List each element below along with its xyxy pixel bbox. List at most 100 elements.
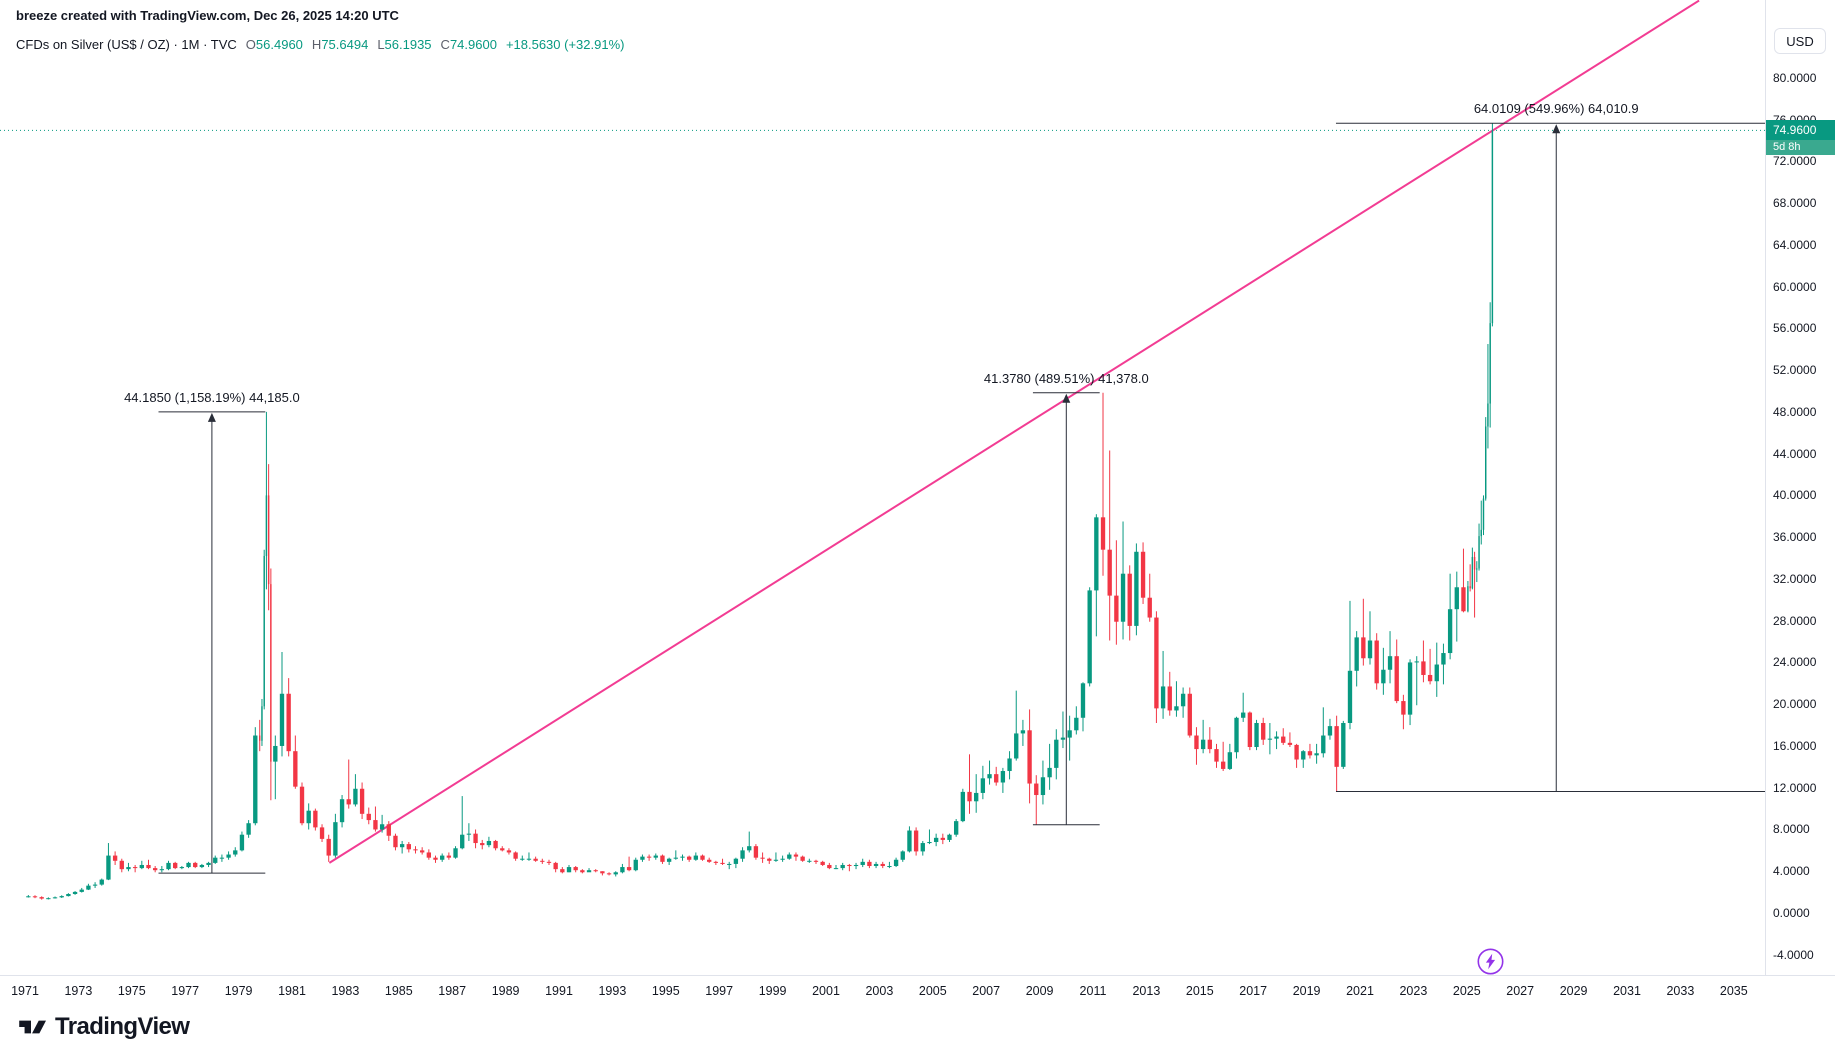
candle-body [353,788,358,805]
candle-body [126,867,131,870]
candle-body [1007,758,1012,772]
candle-body [253,735,258,824]
candle-body [987,774,992,779]
low-label: L [377,37,385,52]
price-chart[interactable] [0,0,1765,975]
candle-body [426,852,432,858]
time-axis[interactable]: 1971 1973 1975 1977 1979 1981 1983 1985 1987 1989… [0,976,1765,1008]
candle-body [279,693,285,746]
chart-legend[interactable]: CFDs on Silver (US$ / OZ) · 1M · TVC O56… [16,37,624,52]
candle-body [1387,656,1393,670]
candle-body [640,856,645,860]
candle-body [1120,573,1126,622]
candle-body [747,846,752,851]
price-tick-label: 36.0000 [1773,530,1817,545]
year-label: 1991 [545,984,573,998]
candle-body [793,854,799,857]
candle-body [1134,551,1139,626]
candle-body [813,860,819,862]
last-price-badge: 74.9600 [1766,120,1835,141]
candle-body [974,792,979,802]
candle-body [1094,517,1099,591]
candle-body [1491,130,1494,324]
year-label: 2001 [812,984,840,998]
year-label: 2031 [1613,984,1641,998]
candle-body [1482,498,1485,530]
candle-body [1214,749,1219,762]
range-arrowhead [207,412,216,422]
candle-body [139,864,144,869]
currency-button[interactable]: USD [1774,28,1826,54]
price-tick-label: 24.0000 [1773,655,1817,670]
candle-body [606,873,612,875]
candle-body [92,884,98,886]
price-tick-label: 48.0000 [1773,404,1817,419]
range-annotation-label[interactable]: 64.0109 (549.96%) 64,010.9 [1473,101,1639,117]
candle-body [780,858,785,860]
year-label: 2007 [972,984,1001,998]
candle-body [807,860,812,862]
candle-body [546,861,552,863]
candle-body [1254,722,1259,748]
range-annotation-label[interactable]: 41.3780 (489.51%) 41,378.0 [983,370,1149,386]
candle-body [106,855,111,880]
candle-body [800,856,805,861]
lightning-icon [1477,948,1504,975]
candle-body [453,848,458,858]
candle-body [1027,730,1032,784]
flash-button[interactable] [1476,947,1505,976]
candle-body [173,862,178,869]
price-tick-label: 8.0000 [1773,822,1810,837]
candle-body [293,751,298,787]
candle-body [206,862,211,865]
candle-body [513,852,518,859]
candle-body [413,849,418,851]
year-label: 2023 [1399,984,1428,998]
candle-body [1294,744,1299,760]
year-label: 1985 [384,984,413,998]
year-label: 1995 [651,984,680,998]
price-axis[interactable]: USD 80.000076.000072.000068.000064.00006… [1766,0,1835,975]
candle-body [1034,783,1039,796]
candle-body [900,851,905,860]
price-tick-label: 60.0000 [1773,279,1817,294]
tradingview-logo[interactable]: TradingView [16,1012,190,1042]
year-label: 1977 [171,984,200,998]
candle-body [213,857,218,863]
time-axis-separator [0,975,1835,976]
year-label: 1973 [64,984,93,998]
candle-body [1047,767,1052,778]
candle-body [1473,556,1476,570]
candle-body [39,897,44,899]
candle-body [633,859,638,871]
candle-body [1484,426,1487,499]
price-tick-label: -4.0000 [1773,947,1814,962]
trend-line[interactable] [328,0,1700,864]
candle-body [32,896,38,898]
candle-body [1394,656,1399,702]
year-label: 1979 [224,984,253,998]
range-annotation-label[interactable]: 44.1850 (1,158.19%) 44,185.0 [124,389,300,405]
year-label: 2009 [1025,984,1054,998]
year-label: 1975 [117,984,146,998]
candle-body [1307,751,1313,756]
candle-body [873,863,879,867]
price-tick-label: 0.0000 [1773,906,1810,920]
candle-body [246,823,251,835]
candle-body [233,850,238,855]
candle-body [1174,706,1179,711]
price-tick-label: 64.0000 [1773,237,1817,252]
candle-body [379,824,385,830]
candle-body [506,850,512,853]
candle-body [1471,556,1474,589]
candle-body [880,863,885,867]
candle-body [199,864,205,868]
candle-body [1194,735,1199,750]
high-value: 75.6494 [321,37,369,52]
symbol-title: CFDs on Silver (US$ / OZ) · 1M · TVC [16,37,237,52]
candle-body [1087,590,1092,684]
candle-body [1261,722,1266,740]
candle-body [1489,323,1491,404]
candle-body [1074,717,1079,731]
candle-body [1367,640,1373,659]
